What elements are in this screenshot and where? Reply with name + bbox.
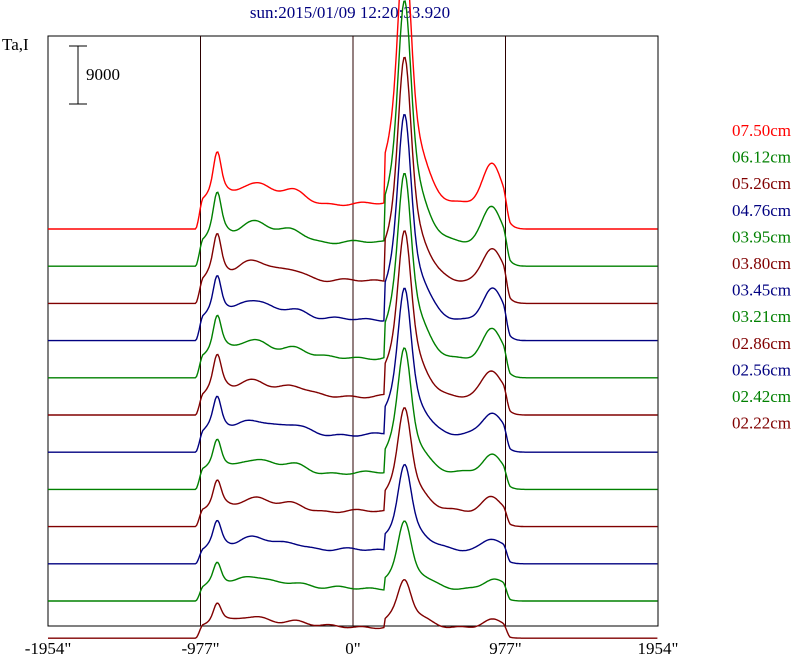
series-line-03.45cm <box>48 287 658 453</box>
legend-entry-02.56cm: 02.56cm <box>732 360 791 379</box>
scale-bar <box>69 45 87 105</box>
legend-entry-07.50cm: 07.50cm <box>732 121 791 140</box>
legend-entry-02.86cm: 02.86cm <box>732 334 791 353</box>
legend-entry-03.80cm: 03.80cm <box>732 254 791 273</box>
legend-entry-02.22cm: 02.22cm <box>732 414 791 433</box>
legend-entry-05.26cm: 05.26cm <box>732 174 791 193</box>
scale-bar-label: 9000 <box>86 65 120 84</box>
series-line-02.22cm <box>48 578 658 639</box>
series-line-03.95cm <box>48 173 658 379</box>
chart-title: sun:2015/01/09 12:20:33.920 <box>250 3 450 22</box>
legend-entry-02.42cm: 02.42cm <box>732 387 791 406</box>
legend-entry-03.95cm: 03.95cm <box>732 227 791 246</box>
x-tick-label-0: -1954" <box>25 639 72 658</box>
series-line-02.86cm <box>48 407 658 528</box>
x-tick-label-4: 1954" <box>638 639 679 658</box>
x-tick-label-1: -977" <box>181 639 219 658</box>
series-line-04.76cm <box>48 114 658 342</box>
legend-entry-03.45cm: 03.45cm <box>732 281 791 300</box>
legend-entry-03.21cm: 03.21cm <box>732 307 791 326</box>
series-line-07.50cm <box>48 0 658 230</box>
series-line-03.21cm <box>48 347 658 491</box>
series-line-02.42cm <box>48 520 658 602</box>
y-axis-label: Ta,I <box>2 35 29 54</box>
x-tick-label-2: 0" <box>345 639 360 658</box>
x-tick-label-3: 977" <box>489 639 521 658</box>
legend-entry-06.12cm: 06.12cm <box>732 148 791 167</box>
series-line-05.26cm <box>48 56 658 305</box>
series-line-02.56cm <box>48 463 658 565</box>
legend-entry-04.76cm: 04.76cm <box>732 201 791 220</box>
series-line-06.12cm <box>48 0 658 267</box>
series-line-03.80cm <box>48 230 658 416</box>
